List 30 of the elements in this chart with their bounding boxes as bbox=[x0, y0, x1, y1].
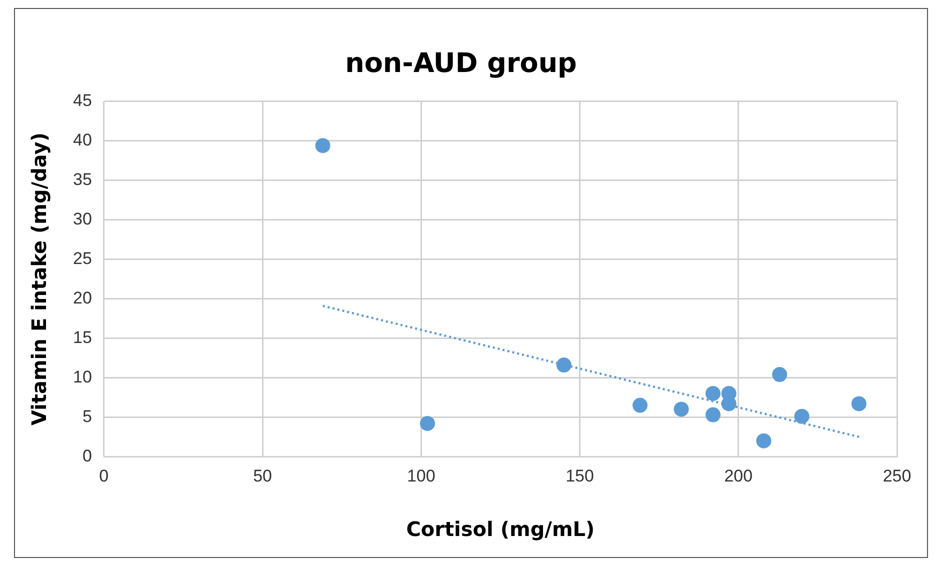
x-tick-label: 250 bbox=[882, 466, 912, 486]
y-tick-label: 25 bbox=[72, 248, 92, 268]
y-tick-label: 5 bbox=[82, 406, 92, 426]
x-tick-label: 50 bbox=[253, 466, 272, 486]
point bbox=[556, 358, 572, 373]
x-axis-title: Cortisol (mg/mL) bbox=[406, 517, 595, 542]
y-tick-label: 40 bbox=[72, 130, 92, 150]
x-tick-label: 0 bbox=[99, 466, 109, 486]
point bbox=[706, 407, 721, 422]
y-tick-label: 45 bbox=[72, 91, 92, 110]
point bbox=[706, 386, 721, 401]
point bbox=[315, 138, 330, 154]
y-tick-label: 30 bbox=[72, 209, 92, 228]
y-tick-label: 35 bbox=[72, 170, 92, 190]
chart-title: non-AUD group bbox=[345, 48, 577, 80]
point bbox=[632, 398, 648, 413]
x-tick-label: 100 bbox=[406, 466, 436, 486]
y-tick-label: 15 bbox=[72, 328, 92, 347]
point bbox=[420, 416, 435, 431]
point bbox=[674, 402, 689, 417]
point bbox=[772, 367, 788, 382]
x-tick-label: 200 bbox=[724, 466, 753, 486]
point bbox=[756, 433, 772, 448]
x-tick-label: 150 bbox=[566, 466, 594, 486]
point bbox=[851, 396, 866, 412]
y-tick-label: 0 bbox=[82, 446, 92, 466]
point bbox=[794, 408, 810, 424]
y-tick-label: 10 bbox=[72, 367, 92, 386]
y-axis-title: Vitamin E intake (mg/day) bbox=[27, 132, 52, 426]
y-tick-label: 20 bbox=[72, 288, 92, 308]
